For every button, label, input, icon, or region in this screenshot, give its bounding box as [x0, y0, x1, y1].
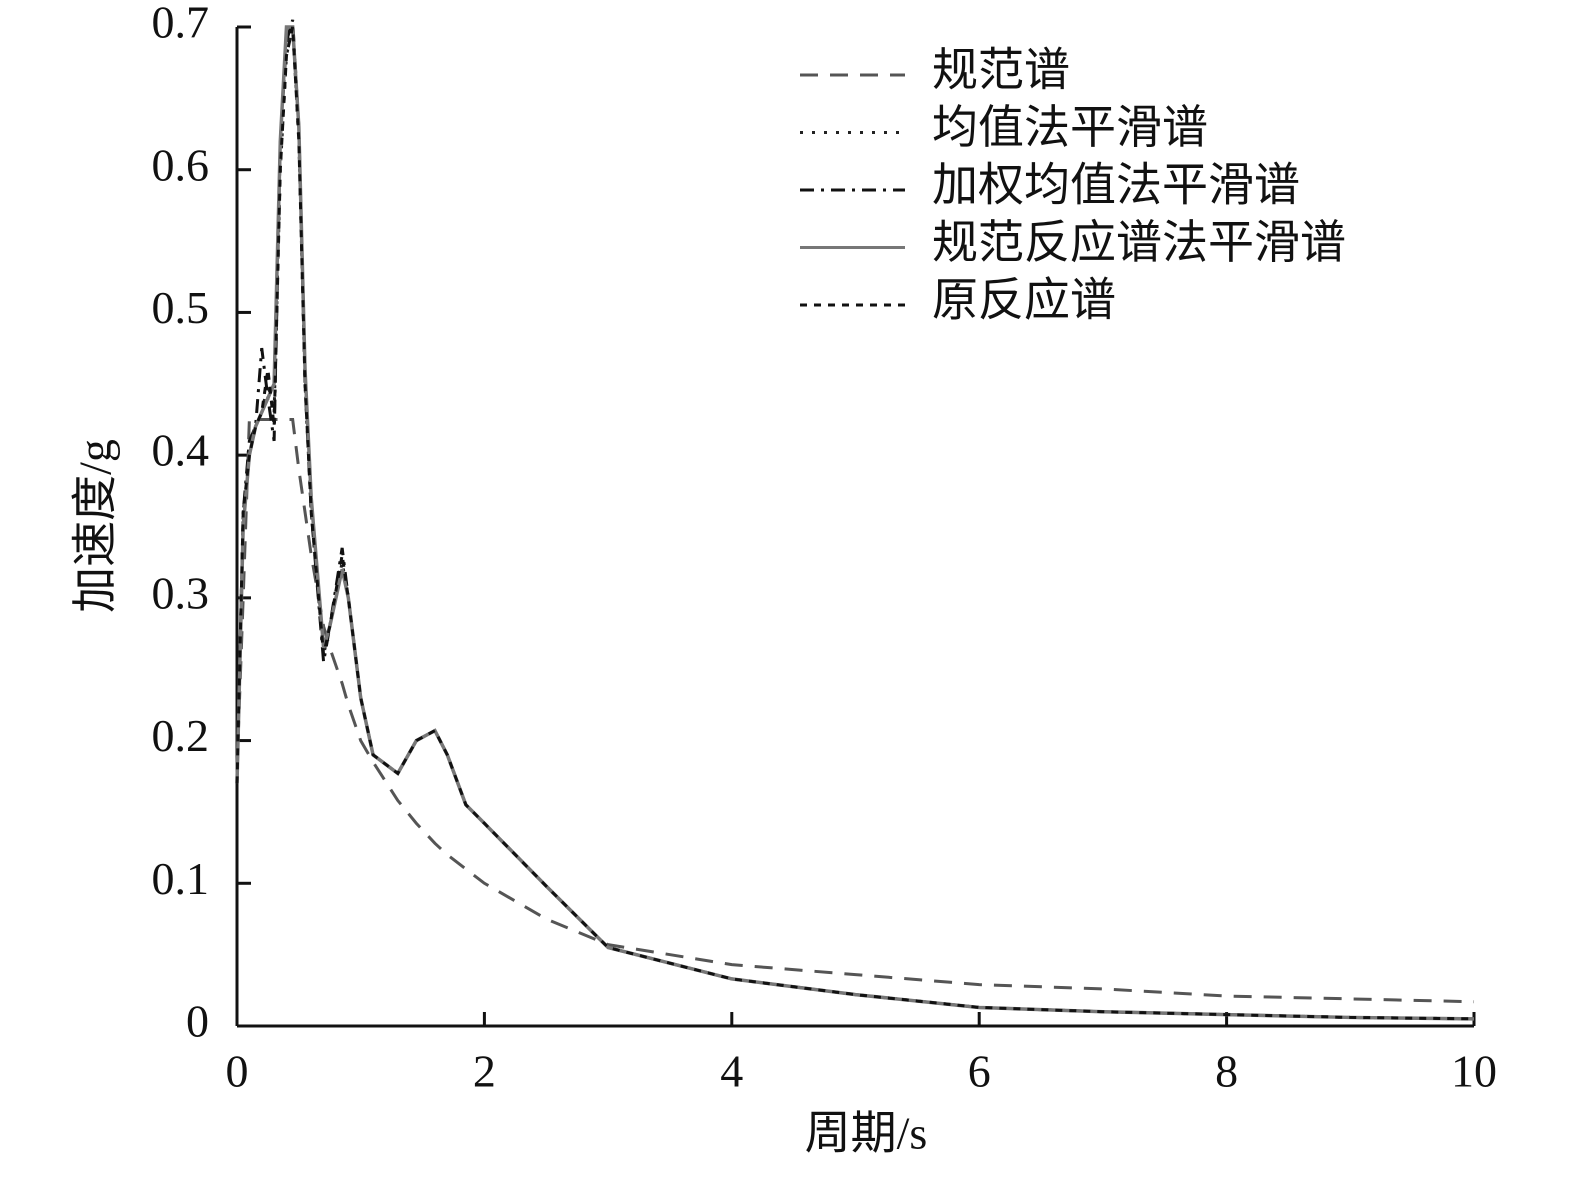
- y-tick-label: 0.6: [152, 139, 210, 190]
- x-tick-label: 10: [1451, 1046, 1497, 1097]
- x-tick-label: 2: [473, 1046, 496, 1097]
- legend-label: 加权均值法平滑谱: [932, 160, 1300, 211]
- legend-label: 均值法平滑谱: [932, 102, 1208, 153]
- x-tick-label: 6: [968, 1046, 991, 1097]
- x-tick-label: 4: [720, 1046, 743, 1097]
- series-line: [235, 417, 1475, 1004]
- y-tick-label: 0.3: [152, 567, 210, 618]
- y-tick-label: 0.4: [152, 425, 210, 476]
- x-tick-label: 8: [1215, 1046, 1238, 1097]
- legend-label: 规范谱: [932, 45, 1070, 96]
- x-axis-label: 周期/s: [805, 1108, 928, 1159]
- y-tick-label: 0.2: [152, 710, 210, 761]
- series-line: [235, 26, 1475, 1021]
- y-tick-label: 0.5: [152, 282, 210, 333]
- x-tick-label: 0: [226, 1046, 249, 1097]
- y-tick-label: 0.1: [152, 853, 210, 904]
- y-axis-label: 加速度/g: [70, 439, 121, 613]
- legend-label: 规范反应谱法平滑谱: [932, 217, 1346, 268]
- y-tick-label: 0.7: [152, 0, 210, 48]
- y-tick-label: 0: [186, 996, 209, 1047]
- legend-label: 原反应谱: [932, 275, 1116, 326]
